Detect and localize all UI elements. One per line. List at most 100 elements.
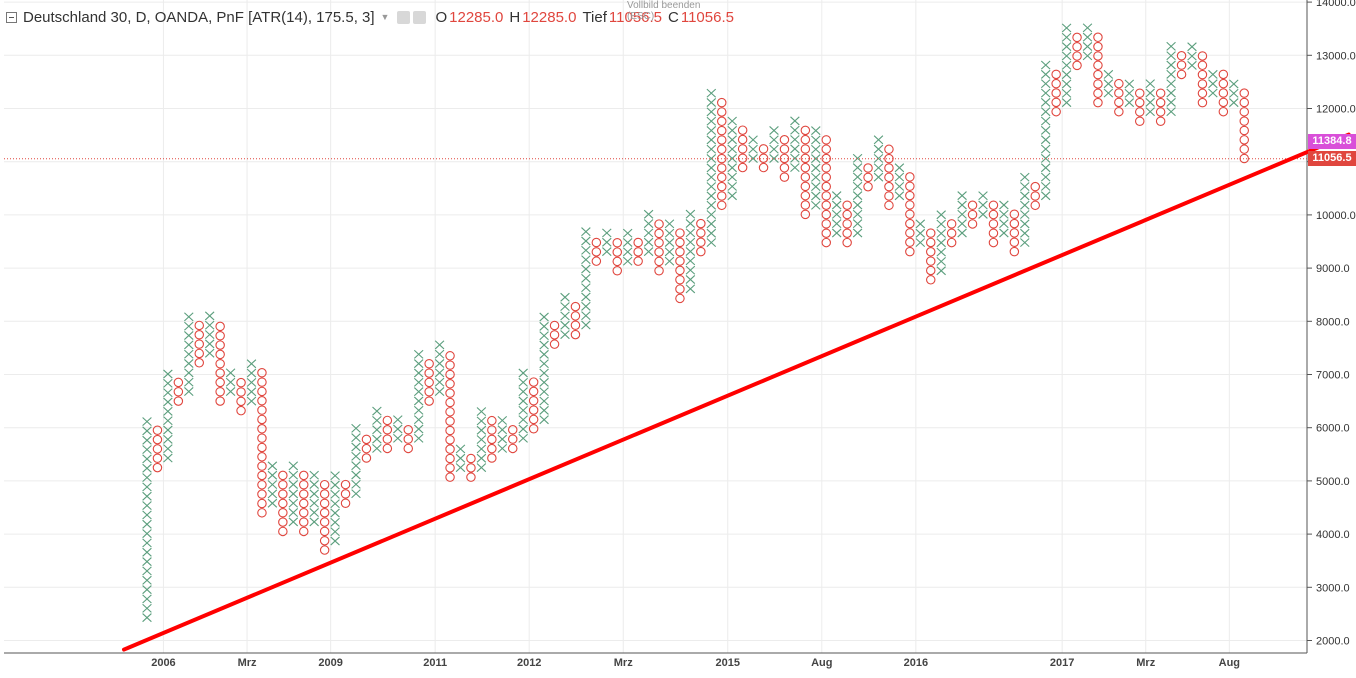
o-box xyxy=(1176,51,1187,61)
x-box xyxy=(163,416,173,426)
x-box xyxy=(602,247,612,257)
y-tick-label: 9000.0 xyxy=(1316,263,1350,275)
x-box xyxy=(351,423,361,433)
o-box xyxy=(1051,106,1061,117)
o-box xyxy=(215,396,225,406)
x-box xyxy=(497,434,508,444)
x-box xyxy=(330,517,340,527)
settings-icon[interactable] xyxy=(397,10,411,24)
x-box xyxy=(685,265,696,275)
o-box xyxy=(821,219,831,229)
x-box xyxy=(393,433,403,443)
x-box xyxy=(455,453,466,463)
x-box xyxy=(413,405,424,415)
o-box xyxy=(800,172,811,182)
x-box xyxy=(163,444,173,454)
o-box xyxy=(445,463,455,473)
o-column xyxy=(298,470,309,537)
pnf-columns xyxy=(142,23,1250,623)
x-box xyxy=(288,508,299,517)
x-box xyxy=(372,443,382,453)
x-box xyxy=(643,228,654,238)
o-box xyxy=(236,377,246,388)
x-box xyxy=(351,479,361,489)
x-box xyxy=(225,368,236,378)
x-box xyxy=(581,264,591,274)
x-box xyxy=(351,451,361,461)
o-box xyxy=(278,498,288,509)
o-box xyxy=(821,144,831,154)
x-column xyxy=(831,191,842,238)
o-box xyxy=(445,397,455,408)
o-box xyxy=(445,369,455,380)
x-box xyxy=(727,135,737,145)
o-box xyxy=(1239,107,1250,117)
x-column xyxy=(1229,79,1239,108)
x-box xyxy=(1040,163,1051,173)
x-box xyxy=(643,237,654,247)
x-column xyxy=(225,368,236,396)
o-box xyxy=(675,275,685,285)
x-tick-label: 2009 xyxy=(318,657,342,669)
o-box xyxy=(424,377,434,388)
x-box xyxy=(685,275,696,284)
x-box xyxy=(1020,210,1030,220)
o-box xyxy=(905,200,915,210)
trendline[interactable] xyxy=(122,132,1351,652)
x-box xyxy=(518,415,528,425)
x-column xyxy=(1061,23,1072,108)
x-box xyxy=(184,359,194,368)
x-tick-label: 2011 xyxy=(423,657,447,669)
x-box xyxy=(894,191,905,201)
time-axis[interactable]: 2006 Mrz 2009 2011 2012 Mrz 2015 Aug 2016 2017 Mrz… xyxy=(151,657,1240,669)
x-box xyxy=(581,227,591,237)
x-box xyxy=(581,273,591,283)
x-box xyxy=(1040,135,1051,145)
o-box xyxy=(278,470,288,481)
o-box xyxy=(842,200,852,210)
o-box xyxy=(696,218,706,229)
o-box xyxy=(1114,88,1124,98)
grid-lines xyxy=(4,0,1307,653)
x-box xyxy=(518,377,528,387)
o-box xyxy=(236,405,246,416)
x-box xyxy=(246,359,257,369)
o-box xyxy=(925,247,936,257)
o-box xyxy=(1155,97,1166,108)
chevron-down-icon[interactable]: ▼ xyxy=(380,12,390,22)
o-box xyxy=(319,489,330,499)
x-box xyxy=(1229,88,1239,98)
x-column xyxy=(1187,42,1197,70)
o-box xyxy=(633,256,643,266)
o-box xyxy=(925,228,936,238)
symbol-title[interactable]: Deutschland 30, D, OANDA, PnF [ATR(14), … xyxy=(23,8,375,26)
collapse-icon[interactable] xyxy=(6,11,17,23)
price-axis[interactable]: 2000.0 3000.0 4000.0 5000.0 6000.0 7000.0 8000… xyxy=(1307,0,1356,648)
x-box xyxy=(434,387,445,396)
x-box xyxy=(957,219,967,229)
x-box xyxy=(1020,172,1030,182)
x-tick-label: 2015 xyxy=(716,657,740,669)
o-column xyxy=(946,219,957,248)
eye-icon[interactable] xyxy=(413,10,427,24)
x-box xyxy=(476,425,487,435)
x-box xyxy=(351,489,361,499)
x-box xyxy=(372,434,382,444)
x-box xyxy=(581,311,591,321)
o-box xyxy=(1093,51,1103,61)
x-column xyxy=(664,219,675,266)
o-box xyxy=(445,425,455,436)
o-box xyxy=(737,134,748,145)
x-box xyxy=(1020,228,1030,238)
x-box xyxy=(581,301,591,311)
x-box xyxy=(852,172,863,182)
x-box xyxy=(142,454,152,464)
x-box xyxy=(497,443,508,453)
x-box xyxy=(288,480,299,489)
x-box xyxy=(831,200,842,210)
o-box xyxy=(403,425,413,435)
x-column xyxy=(142,417,152,623)
x-box xyxy=(1020,182,1030,192)
o-box xyxy=(1176,60,1187,70)
